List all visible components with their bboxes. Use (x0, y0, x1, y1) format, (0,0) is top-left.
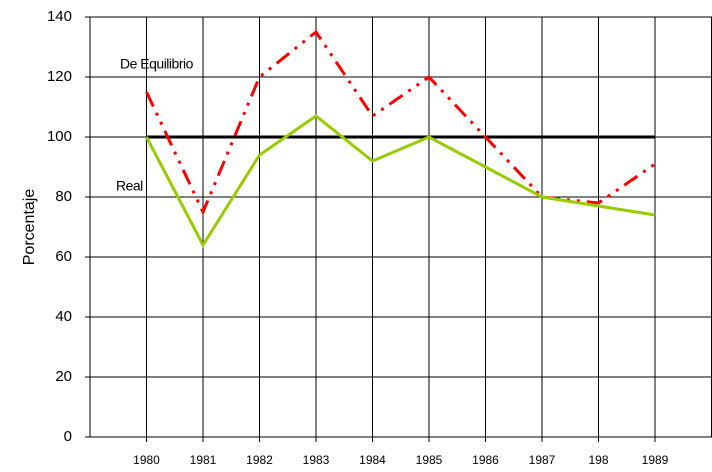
x-tick-label: 1982 (246, 453, 273, 467)
x-tick-label: 198 (588, 453, 608, 467)
y-tick-label: 60 (55, 248, 72, 265)
x-tick-label: 1980 (133, 453, 160, 467)
x-tick-label: 1984 (359, 453, 386, 467)
x-tick-label: 1985 (416, 453, 443, 467)
x-tick-label: 1981 (190, 453, 217, 467)
series-line (145, 29, 656, 216)
series-label: Real (116, 178, 143, 194)
y-tick-label: 100 (47, 128, 72, 145)
x-tick-label: 1989 (642, 453, 669, 467)
y-tick-label: 80 (55, 188, 72, 205)
x-tick-label: 1983 (303, 453, 330, 467)
y-axis-label: Porcentaje (21, 189, 38, 266)
series-label: De Equilibrio (120, 56, 194, 72)
x-tick-label: 1986 (472, 453, 499, 467)
y-tick-label: 0 (64, 428, 72, 445)
y-tick-label: 40 (55, 308, 72, 325)
y-tick-label: 20 (55, 368, 72, 385)
y-tick-label: 120 (47, 68, 72, 85)
y-tick-label: 140 (47, 8, 72, 25)
series-line (145, 114, 656, 249)
x-tick-label: 1987 (529, 453, 556, 467)
